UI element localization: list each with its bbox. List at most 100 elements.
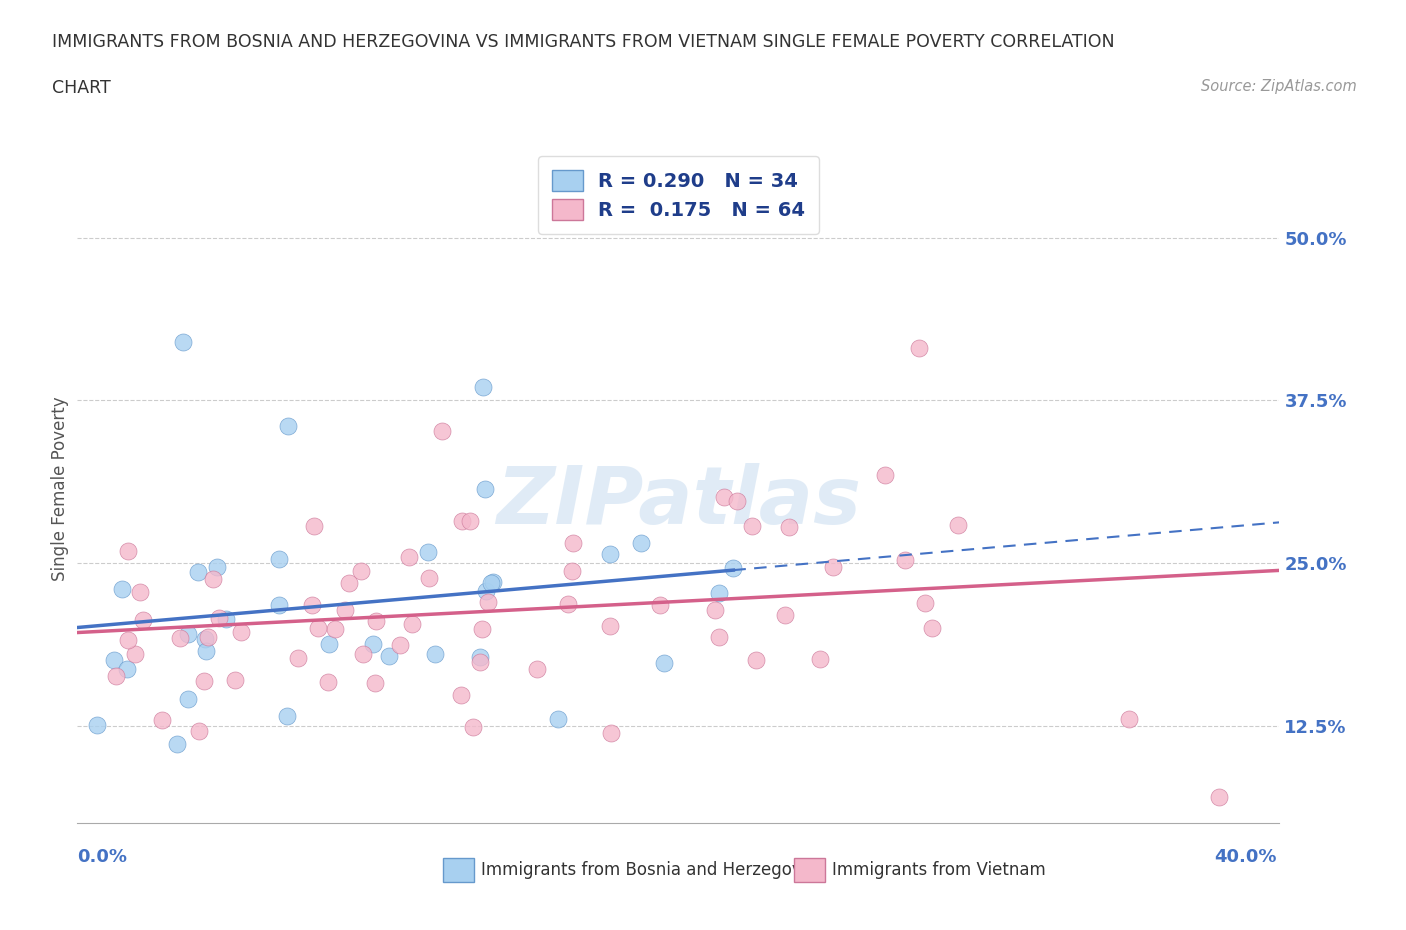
Point (277, 419, 299, 434)
Point (214, 612, 236, 627)
Point (276, 709, 298, 724)
Point (177, 692, 200, 707)
Point (477, 595, 499, 610)
Point (132, 613, 155, 628)
Point (482, 575, 505, 590)
Point (117, 632, 139, 647)
Point (561, 564, 583, 578)
Point (378, 648, 401, 663)
Point (526, 661, 548, 676)
Point (361, 637, 384, 652)
Point (103, 653, 125, 668)
Point (316, 674, 339, 689)
Point (187, 565, 209, 579)
Point (458, 514, 481, 529)
Point (630, 536, 652, 551)
Point (914, 595, 936, 610)
Point (808, 652, 831, 667)
Point (1208, 790, 1230, 804)
Point (773, 607, 796, 622)
Point (364, 676, 387, 691)
Point (430, 423, 453, 438)
Point (229, 625, 252, 640)
Point (418, 570, 440, 585)
Point (461, 720, 484, 735)
Point (921, 620, 943, 635)
Point (745, 652, 768, 667)
Point (287, 651, 309, 666)
Point (335, 603, 357, 618)
Text: Source: ZipAtlas.com: Source: ZipAtlas.com (1201, 79, 1357, 94)
Point (470, 655, 492, 670)
Point (562, 536, 585, 551)
Point (172, 335, 194, 350)
Point (1118, 711, 1140, 726)
Point (557, 597, 579, 612)
Point (599, 547, 621, 562)
Point (117, 544, 139, 559)
Point (366, 614, 388, 629)
Point (318, 636, 340, 651)
Point (472, 380, 495, 395)
Point (599, 619, 621, 634)
Point (479, 576, 502, 591)
Point (86, 718, 108, 733)
Text: 0.0%: 0.0% (77, 848, 128, 866)
Text: IMMIGRANTS FROM BOSNIA AND HERZEGOVINA VS IMMIGRANTS FROM VIETNAM SINGLE FEMALE : IMMIGRANTS FROM BOSNIA AND HERZEGOVINA V… (52, 33, 1115, 50)
Text: CHART: CHART (52, 79, 111, 97)
Point (205, 559, 228, 574)
Point (337, 576, 360, 591)
Point (194, 631, 217, 646)
Point (741, 519, 763, 534)
Point (224, 672, 246, 687)
Point (166, 737, 188, 751)
Point (302, 519, 325, 534)
Point (150, 712, 173, 727)
Point (188, 724, 211, 738)
Point (307, 620, 329, 635)
Point (948, 518, 970, 533)
Point (416, 545, 439, 560)
Point (124, 646, 146, 661)
Text: 40.0%: 40.0% (1215, 848, 1277, 866)
Point (475, 584, 498, 599)
Point (821, 560, 844, 575)
Text: ZIPatlas: ZIPatlas (496, 462, 860, 540)
Point (474, 482, 496, 497)
Point (713, 489, 735, 504)
Point (398, 550, 420, 565)
Point (401, 616, 423, 631)
Point (115, 662, 138, 677)
Point (111, 581, 134, 596)
Y-axis label: Single Female Poverty: Single Female Poverty (51, 396, 69, 580)
Point (450, 688, 472, 703)
Point (202, 571, 225, 586)
Point (323, 621, 346, 636)
Text: Immigrants from Vietnam: Immigrants from Vietnam (832, 860, 1046, 879)
Point (908, 341, 931, 356)
Point (650, 597, 672, 612)
Point (471, 621, 494, 636)
Point (652, 656, 675, 671)
Point (104, 669, 127, 684)
Point (129, 585, 152, 600)
Point (267, 551, 290, 566)
Point (177, 627, 200, 642)
Point (301, 597, 323, 612)
Legend: R = 0.290   N = 34, R =  0.175   N = 64: R = 0.290 N = 34, R = 0.175 N = 64 (538, 156, 818, 233)
Point (169, 631, 191, 645)
Point (450, 513, 472, 528)
Point (723, 561, 745, 576)
Point (197, 629, 219, 644)
Point (725, 494, 748, 509)
Point (352, 646, 374, 661)
Point (193, 673, 215, 688)
Point (423, 646, 446, 661)
Point (208, 610, 231, 625)
Point (707, 630, 730, 644)
Point (778, 519, 800, 534)
Point (470, 650, 492, 665)
Point (547, 711, 569, 726)
Point (704, 603, 727, 618)
Point (349, 564, 371, 578)
